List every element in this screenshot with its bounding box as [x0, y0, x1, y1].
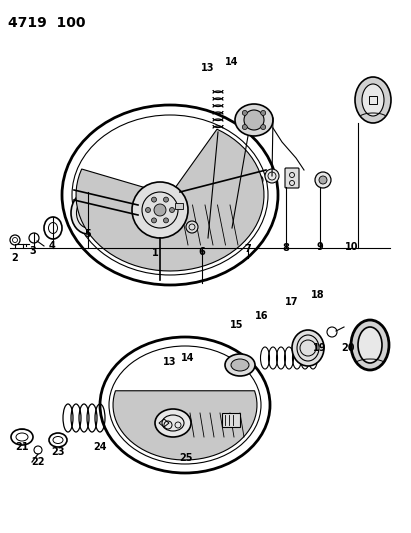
- Text: 21: 21: [15, 442, 29, 452]
- Text: 14: 14: [225, 57, 239, 67]
- Circle shape: [261, 110, 266, 116]
- Circle shape: [244, 110, 264, 130]
- Circle shape: [315, 172, 331, 188]
- Ellipse shape: [71, 192, 105, 234]
- Text: 15: 15: [230, 320, 244, 330]
- Bar: [222, 413, 240, 427]
- Ellipse shape: [235, 104, 273, 136]
- Text: 18: 18: [311, 290, 325, 300]
- Circle shape: [169, 207, 175, 213]
- Text: 8: 8: [282, 243, 289, 253]
- Text: 19: 19: [313, 343, 327, 353]
- Circle shape: [265, 169, 279, 183]
- Circle shape: [186, 221, 198, 233]
- Circle shape: [145, 207, 150, 213]
- Circle shape: [154, 204, 166, 216]
- Circle shape: [164, 197, 169, 202]
- Text: 23: 23: [51, 447, 65, 457]
- Text: 24: 24: [93, 442, 107, 452]
- Circle shape: [242, 125, 247, 130]
- Text: 6: 6: [199, 247, 206, 257]
- Text: 20: 20: [341, 343, 355, 353]
- Text: 2: 2: [12, 253, 18, 263]
- Text: 10: 10: [345, 242, 359, 252]
- Ellipse shape: [292, 330, 324, 366]
- Text: 5: 5: [85, 229, 91, 239]
- Circle shape: [164, 218, 169, 223]
- Circle shape: [152, 218, 157, 223]
- Text: 3: 3: [30, 246, 37, 256]
- Ellipse shape: [358, 327, 382, 363]
- Text: 9: 9: [316, 242, 323, 252]
- Ellipse shape: [225, 354, 255, 376]
- Ellipse shape: [351, 320, 389, 370]
- Text: 7: 7: [245, 244, 252, 254]
- Text: 4: 4: [48, 241, 55, 251]
- Circle shape: [261, 125, 266, 130]
- Polygon shape: [76, 129, 264, 271]
- FancyBboxPatch shape: [285, 168, 299, 188]
- Circle shape: [253, 175, 263, 185]
- Text: 25: 25: [179, 453, 193, 463]
- Text: 4719  100: 4719 100: [8, 16, 85, 30]
- Circle shape: [319, 176, 327, 184]
- FancyArrowPatch shape: [165, 418, 169, 421]
- Text: 22: 22: [31, 457, 45, 467]
- Circle shape: [132, 182, 188, 238]
- Circle shape: [152, 197, 157, 202]
- Text: 17: 17: [285, 297, 299, 307]
- Circle shape: [242, 110, 247, 116]
- Ellipse shape: [231, 359, 249, 371]
- Bar: [369, 96, 377, 104]
- Text: 13: 13: [201, 63, 215, 73]
- Text: 16: 16: [255, 311, 269, 321]
- Polygon shape: [113, 391, 257, 460]
- Ellipse shape: [355, 77, 391, 123]
- Text: 14: 14: [181, 353, 195, 363]
- Ellipse shape: [362, 84, 384, 116]
- Text: 1: 1: [152, 248, 158, 258]
- Bar: [175, 203, 183, 209]
- Text: 13: 13: [163, 357, 177, 367]
- Ellipse shape: [155, 409, 191, 437]
